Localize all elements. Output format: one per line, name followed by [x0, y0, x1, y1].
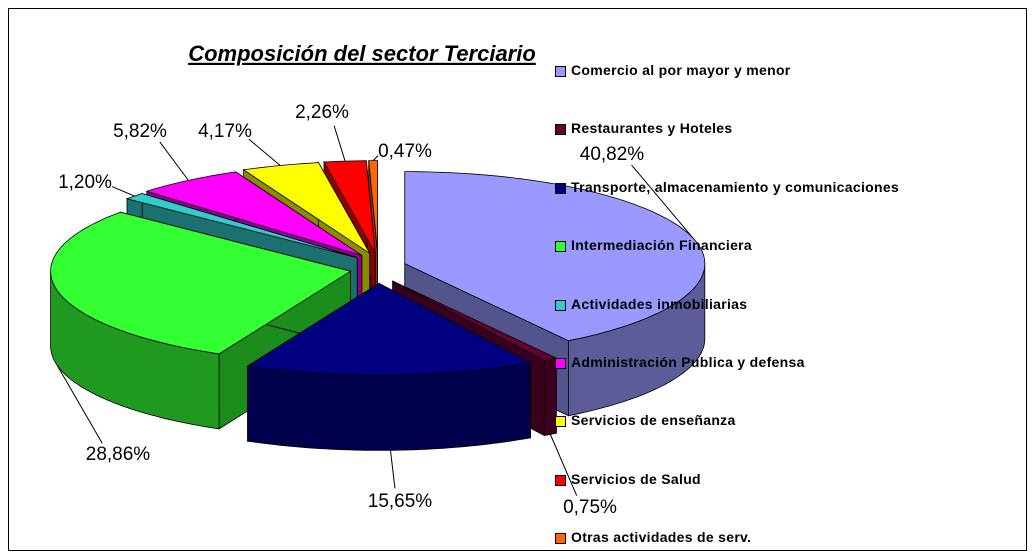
leader-line	[111, 186, 135, 197]
legend: Comercio al por mayor y menor Restaurante…	[555, 62, 1030, 546]
legend-item: Otras actividades de serv.	[555, 529, 1030, 546]
legend-swatch	[555, 474, 566, 486]
slice	[246, 282, 532, 451]
data-label: 1,20%	[58, 172, 112, 193]
legend-label: Restaurantes y Hoteles	[571, 120, 733, 137]
slice-top	[145, 171, 363, 256]
legend-label: Comercio al por mayor y menor	[571, 62, 791, 78]
legend-label: Otras actividades de serv.	[571, 529, 752, 545]
legend-swatch	[555, 66, 566, 77]
legend-label: Intermediación Financiera	[571, 237, 752, 254]
slice-top	[246, 282, 532, 376]
leader-line	[389, 450, 396, 489]
data-label: 15,65%	[368, 491, 433, 512]
data-label: 28,86%	[86, 444, 151, 465]
data-label: 40,82%	[580, 144, 645, 165]
leader-line	[549, 434, 578, 496]
legend-label: Actividades inmobiliarias	[571, 295, 748, 312]
chart-title: Composición del sector Terciario	[188, 41, 536, 66]
leader-line	[159, 141, 189, 181]
legend-swatch	[555, 124, 566, 136]
legend-item: Administración Publica y defensa	[555, 354, 1030, 371]
legend-swatch	[555, 357, 566, 369]
slice-top	[50, 211, 352, 355]
legend-item: Restaurantes y Hoteles	[555, 120, 1030, 137]
legend-item: Actividades inmobiliarias	[555, 296, 1030, 313]
legend-item: Servicios de Salud	[555, 471, 1030, 488]
chart-border	[8, 8, 1027, 551]
leader-line	[333, 125, 346, 162]
leader-line	[56, 365, 103, 444]
legend-label: Servicios de enseñanza	[571, 412, 736, 429]
legend-swatch	[555, 416, 566, 428]
data-label: 5,82%	[113, 121, 167, 142]
data-label: 0,47%	[378, 141, 432, 162]
data-label: 2,26%	[295, 102, 349, 123]
slice-top	[392, 280, 558, 361]
legend-swatch	[555, 182, 566, 194]
legend-label: Servicios de Salud	[571, 470, 701, 487]
legend-label: Transporte, almacenamiento y comunicacio…	[571, 178, 900, 195]
legend-swatch	[555, 241, 566, 253]
slice-wall	[247, 362, 531, 451]
legend-label: Administración Publica y defensa	[571, 353, 805, 370]
data-label: 0,75%	[563, 497, 617, 518]
legend-item: Comercio al por mayor y menor	[555, 62, 1030, 79]
legend-item: Servicios de enseñanza	[555, 412, 1030, 429]
leader-line	[248, 138, 281, 166]
leader-line	[372, 155, 379, 161]
legend-swatch	[555, 533, 566, 544]
legend-swatch	[555, 299, 566, 311]
leader-line	[631, 164, 693, 238]
data-label: 4,17%	[198, 121, 252, 142]
legend-item: Intermediación Financiera	[555, 237, 1030, 254]
legend-item: Transporte, almacenamiento y comunicacio…	[555, 179, 1030, 196]
slice-top	[242, 162, 371, 254]
